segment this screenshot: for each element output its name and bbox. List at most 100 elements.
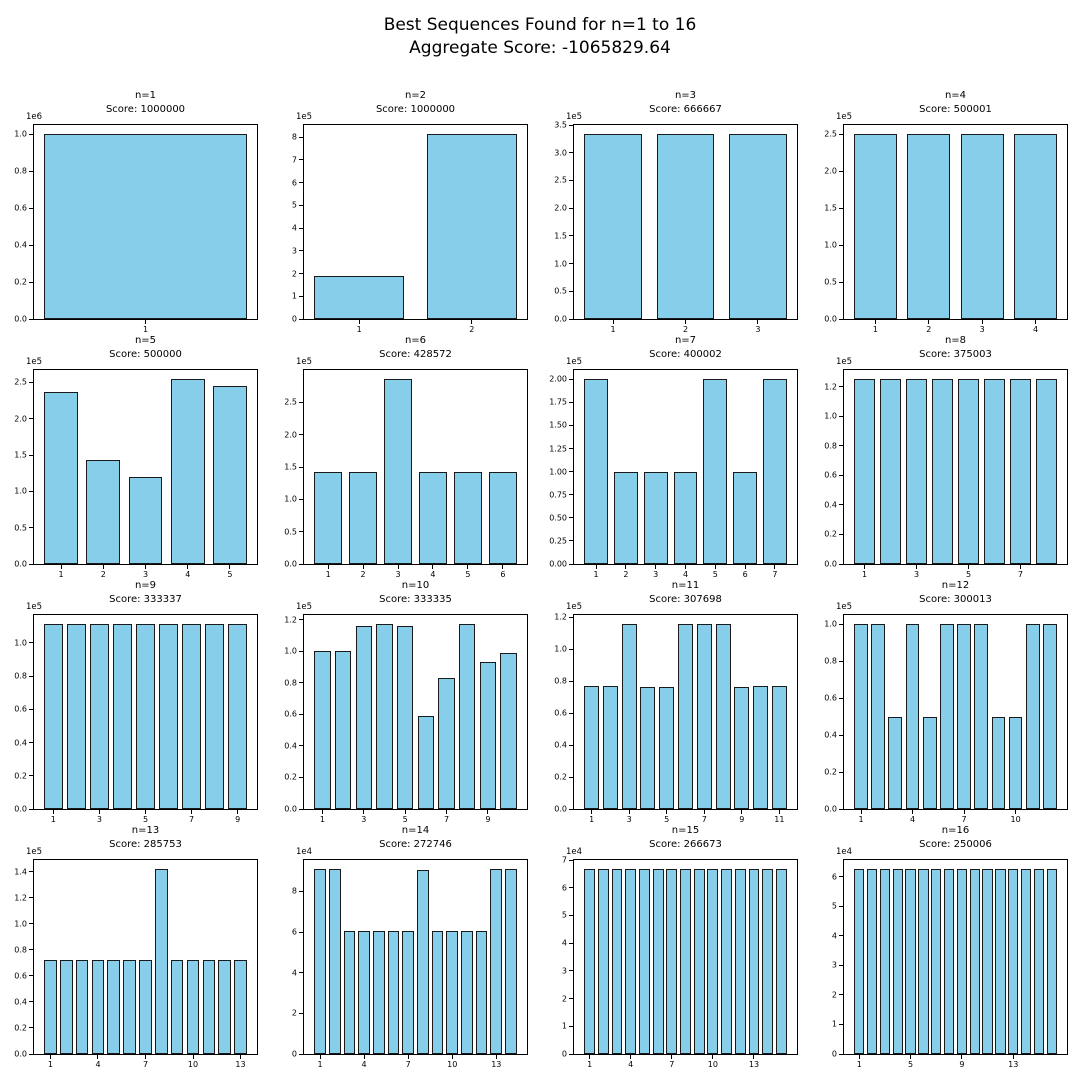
x-tick-mark <box>595 565 597 569</box>
y-tick-mark <box>299 619 303 621</box>
y-tick-label: 0.2 <box>14 771 27 781</box>
axes-box <box>573 859 798 1055</box>
x-tick-label: 5 <box>142 815 149 824</box>
bar <box>416 870 429 1054</box>
y-tick-mark <box>299 1012 303 1014</box>
y-tick-label: 3 <box>291 246 297 256</box>
x-tick-mark <box>321 810 323 814</box>
y-tick-mark <box>299 273 303 274</box>
y-tick-mark <box>299 401 303 403</box>
y-tick-label: 0.2 <box>284 772 297 782</box>
y-axis-offset-label: 1e5 <box>566 602 583 612</box>
y-tick-label: 0.25 <box>549 536 567 546</box>
y-axis-offset-label: 1e4 <box>836 847 853 857</box>
x-tick-mark <box>1019 565 1021 569</box>
y-tick-label: 2.0 <box>554 203 567 213</box>
y-tick-mark <box>569 712 573 714</box>
bar <box>659 686 675 809</box>
bar <box>1010 379 1031 564</box>
y-tick-label: 1.2 <box>284 615 297 625</box>
bar <box>696 624 712 809</box>
bar <box>638 869 650 1054</box>
y-tick-mark <box>839 533 843 535</box>
bar <box>218 960 231 1054</box>
x-tick-label: 1 <box>47 1060 54 1069</box>
x-tick-label: 1 <box>356 325 362 334</box>
x-tick-mark <box>757 320 759 324</box>
axes-box <box>33 124 258 320</box>
y-tick-label: 0.0 <box>554 804 567 814</box>
y-tick-mark <box>569 776 573 778</box>
y-tick-label: 5 <box>831 901 837 911</box>
y-tick-mark <box>299 159 303 161</box>
bar <box>479 662 497 809</box>
y-tick-label: 4 <box>291 223 297 233</box>
x-tick-mark <box>319 1055 321 1059</box>
y-tick-label: 8 <box>291 132 297 142</box>
subplot-title: n=11 Score: 307698 <box>573 579 798 606</box>
bar <box>763 379 787 564</box>
bar <box>314 869 326 1054</box>
bar <box>314 276 405 319</box>
x-tick-mark <box>187 565 189 569</box>
y-tick-label: 0.8 <box>14 945 27 955</box>
bar <box>611 869 623 1054</box>
subplot-n=7: n=7 Score: 400002 1e5 0.00 0.25 0.50 0.75 1.00 1… <box>540 330 810 579</box>
subplot-n=8: n=8 Score: 375003 1e5 0.0 0.2 0.4 0.6 0.8 1.0 1.2… <box>810 330 1080 579</box>
x-tick-mark <box>191 810 193 814</box>
y-tick-mark <box>569 207 573 209</box>
subplot-title: n=8 Score: 375003 <box>843 334 1068 361</box>
bar <box>170 379 205 564</box>
y-tick-label: 1 <box>561 1021 567 1031</box>
x-tick-label: 1 <box>50 815 56 824</box>
y-tick-label: 0.4 <box>554 740 567 750</box>
y-tick-label: 2 <box>561 994 567 1004</box>
bar <box>234 960 247 1054</box>
y-tick-mark <box>299 531 303 533</box>
y-axis-offset-label: 1e5 <box>26 847 43 857</box>
y-tick-mark <box>569 471 573 473</box>
y-tick-label: 0.6 <box>824 693 837 703</box>
bar <box>505 869 517 1054</box>
y-tick-label: 0.2 <box>824 529 837 539</box>
x-tick-label: 13 <box>748 1060 760 1069</box>
x-tick-mark <box>961 1055 963 1059</box>
x-tick-mark <box>685 320 686 324</box>
y-tick-label: 1.0 <box>824 619 837 629</box>
x-tick-label: 1 <box>593 570 599 579</box>
bar <box>905 624 920 809</box>
y-tick-mark <box>299 808 303 810</box>
x-tick-label: 1 <box>861 570 868 579</box>
y-tick-label: 0.8 <box>824 656 837 666</box>
bar <box>67 624 86 809</box>
y-tick-label: 0.6 <box>14 971 27 981</box>
bar <box>621 624 637 809</box>
bar <box>652 869 664 1054</box>
y-tick-mark <box>299 563 303 565</box>
axes-box <box>573 124 798 320</box>
x-tick-mark <box>363 1055 365 1059</box>
bar <box>656 134 715 319</box>
figure-title-line2: Aggregate Score: -1065829.64 <box>409 38 671 59</box>
x-tick-label: 1 <box>610 325 616 334</box>
y-tick-mark <box>29 1053 33 1055</box>
axes-box <box>303 124 528 320</box>
x-tick-mark <box>589 1055 591 1059</box>
bar <box>355 625 373 809</box>
y-tick-label: 0.2 <box>14 277 27 287</box>
y-tick-label: 1.5 <box>554 231 567 241</box>
y-tick-mark <box>299 745 303 747</box>
y-tick-label: 1 <box>291 291 297 301</box>
x-tick-label: 5 <box>664 815 670 824</box>
y-tick-mark <box>569 563 573 565</box>
y-tick-label: 0.4 <box>14 738 27 747</box>
y-tick-mark <box>569 1025 573 1027</box>
y-tick-label: 0.5 <box>14 523 27 533</box>
x-tick-label: 9 <box>235 815 241 824</box>
y-tick-mark <box>569 494 573 496</box>
y-tick-label: 7 <box>291 155 297 165</box>
y-tick-mark <box>29 381 33 383</box>
x-tick-label: 1 <box>319 815 325 824</box>
y-tick-mark <box>29 527 33 529</box>
x-tick-mark <box>963 810 965 814</box>
